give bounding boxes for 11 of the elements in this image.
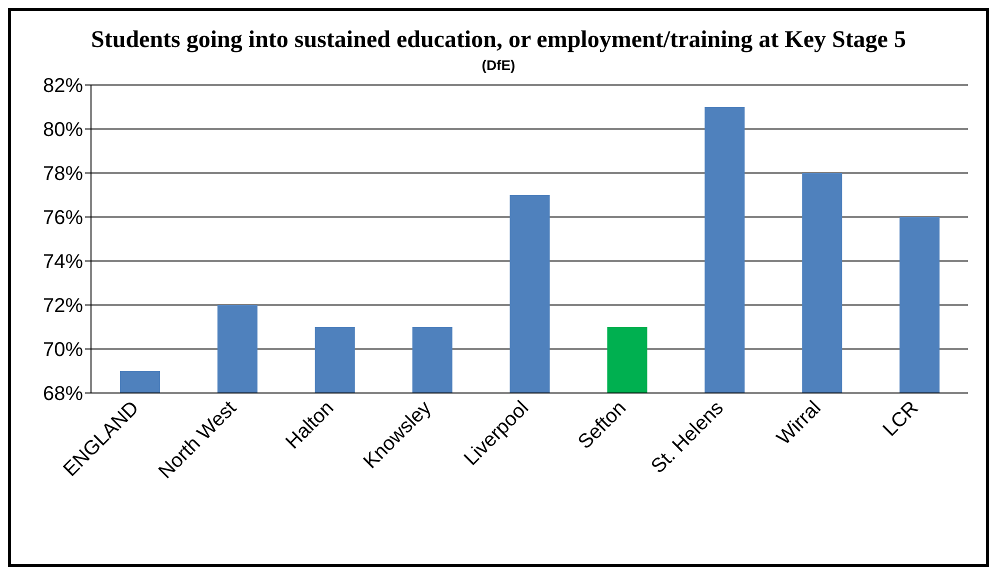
y-tick-label: 80%: [42, 119, 84, 142]
x-tick-label: LCR: [878, 396, 923, 441]
chart-title: Students going into sustained education, or employment/training at Key Stage 5: [90, 26, 907, 55]
y-tick-label: 70%: [42, 339, 84, 362]
y-tick-label: 82%: [42, 75, 84, 98]
y-tick-label: 74%: [42, 251, 84, 274]
y-tick-label: 76%: [42, 207, 84, 230]
chart-subtitle: (DfE): [480, 57, 516, 73]
y-tick-label: 78%: [42, 163, 84, 186]
y-tick-label: 72%: [42, 295, 84, 318]
y-tick-label: 68%: [42, 383, 84, 406]
